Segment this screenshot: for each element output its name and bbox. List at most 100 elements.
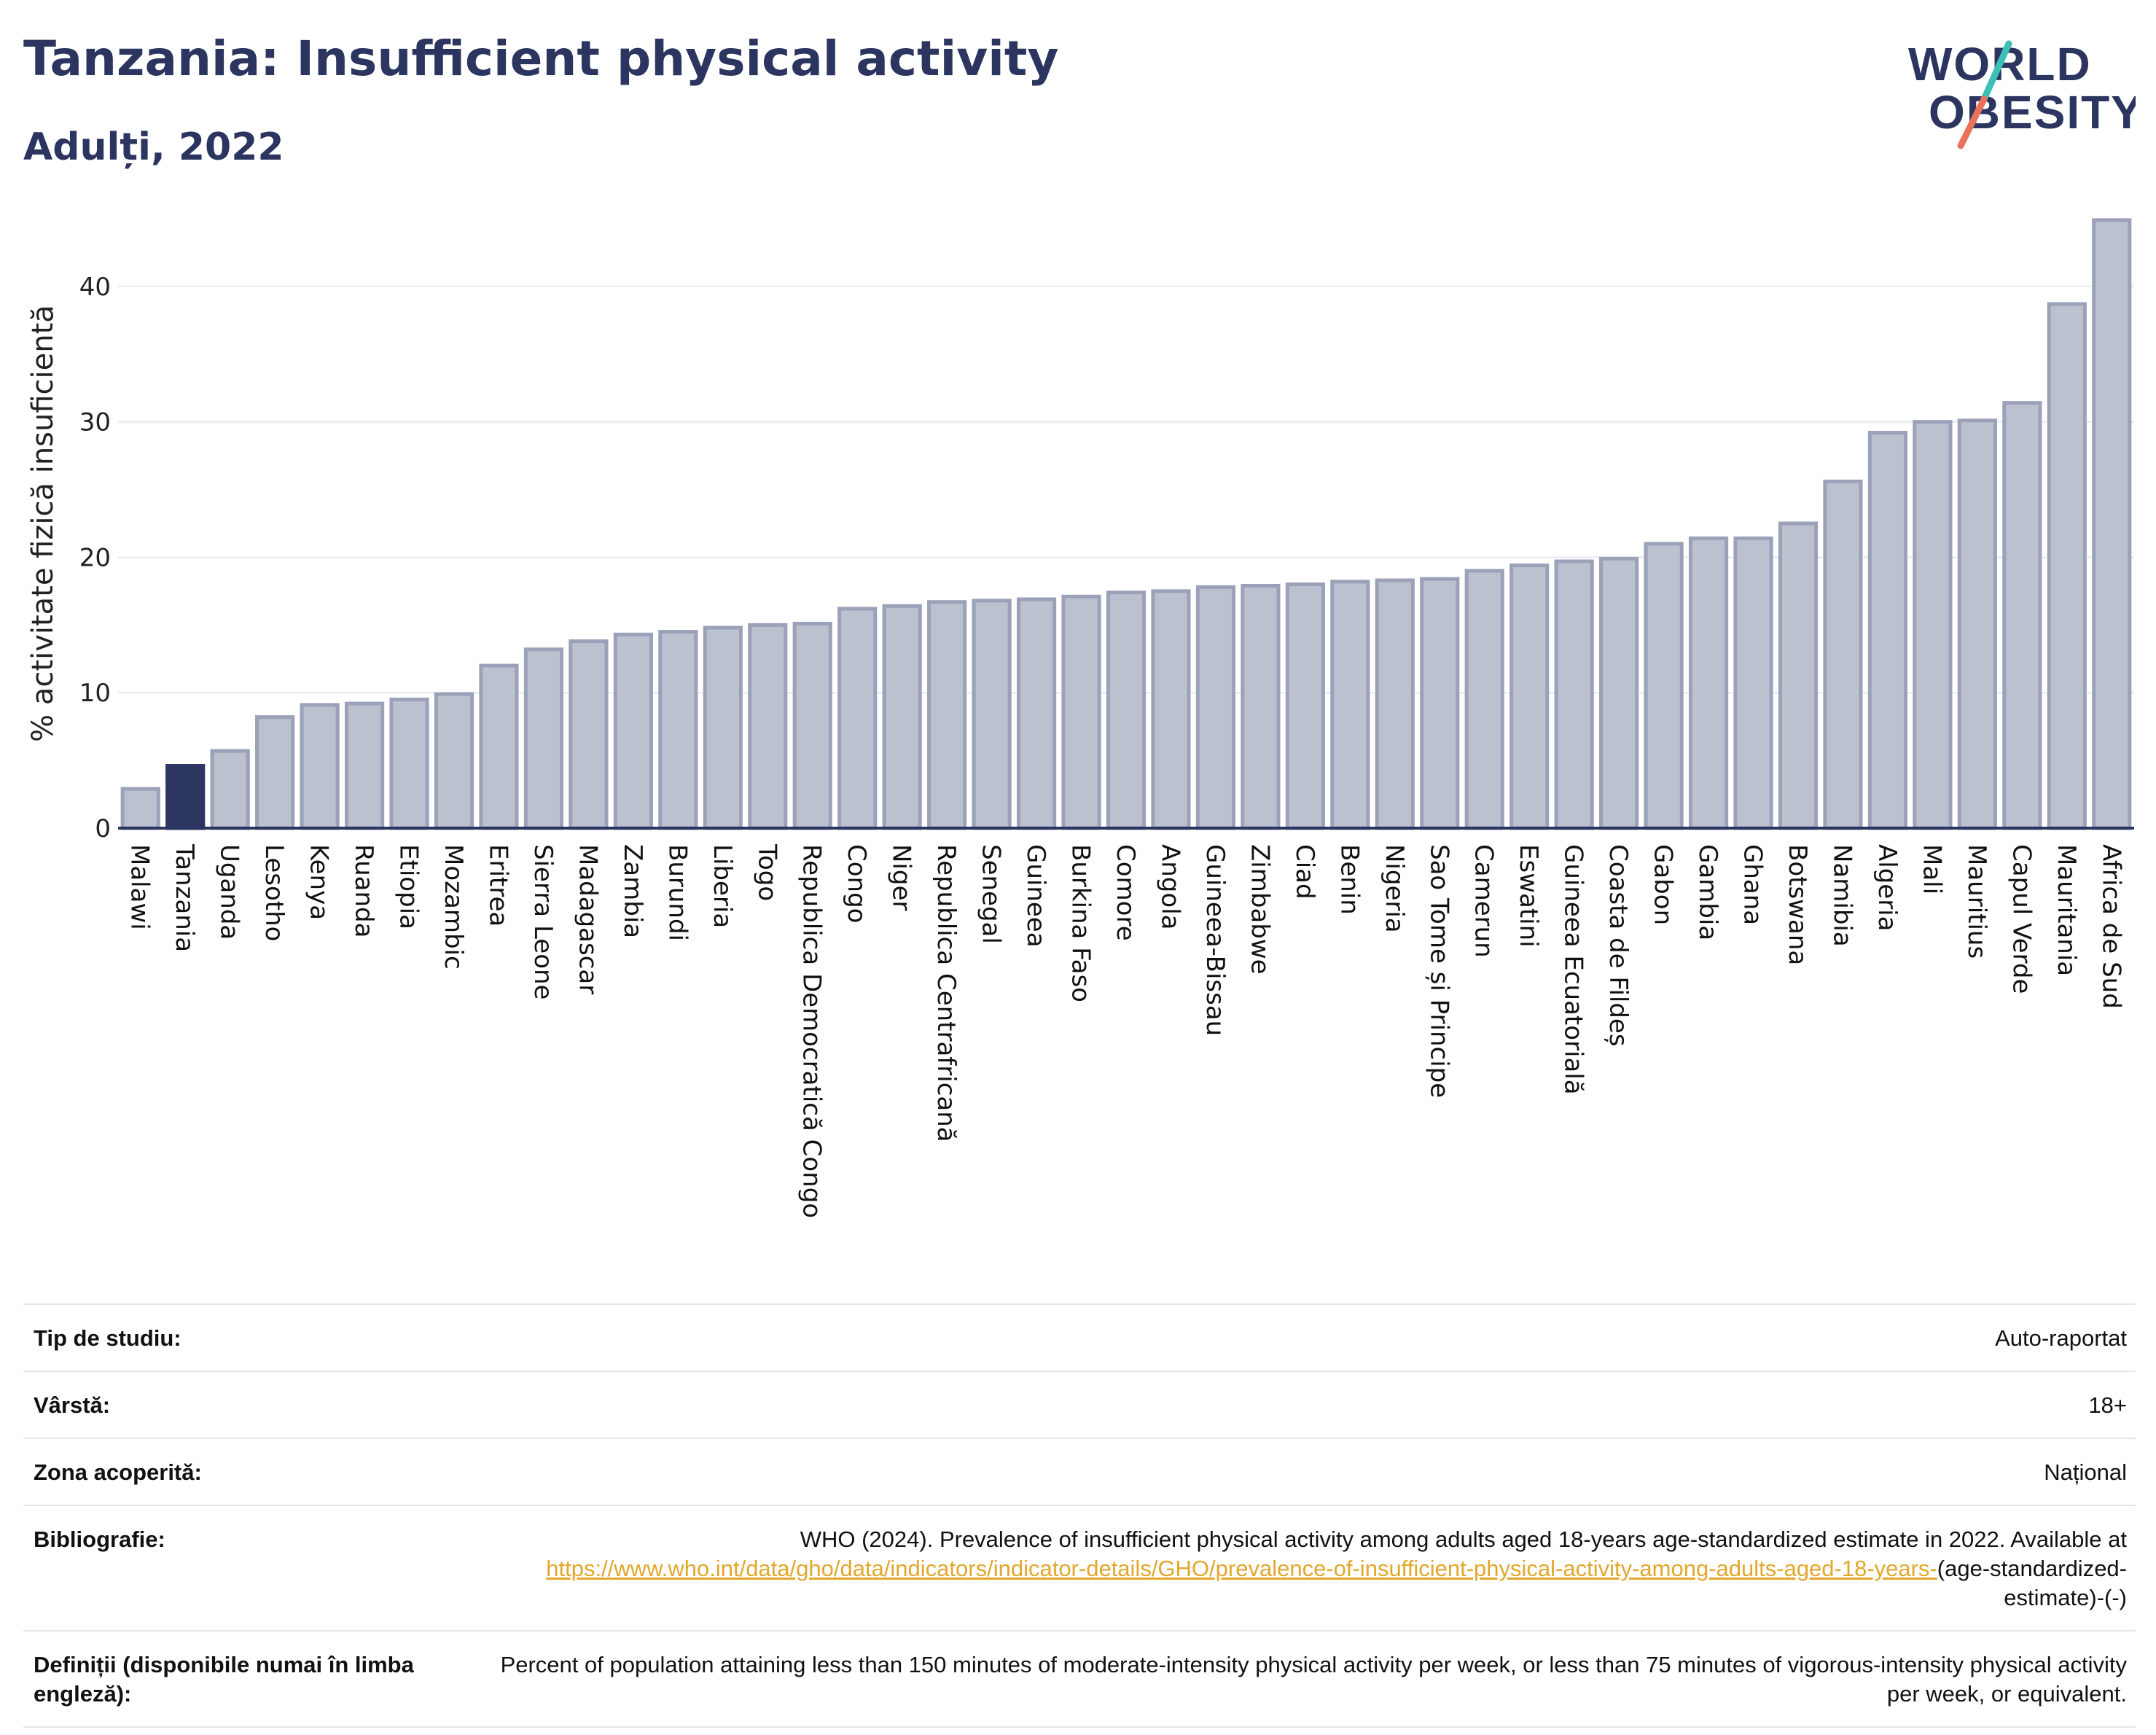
x-tick-label: Capul Verde: [2007, 844, 2036, 994]
metadata-table: Tip de studiu: Auto-raportat Vârstă: 18+…: [23, 1303, 2136, 1728]
bar-togo: [748, 623, 788, 830]
coverage-value: Național: [480, 1438, 2136, 1505]
bar-benin: [1330, 580, 1370, 830]
bar-malawi: [120, 787, 160, 830]
x-tick-label: Benin: [1335, 844, 1364, 915]
bibliography-value: WHO (2024). Prevalence of insufficient p…: [480, 1505, 2136, 1631]
meta-row: Definiții (disponibile numai în limba en…: [23, 1630, 2136, 1728]
x-tick-label: Tanzania: [170, 843, 199, 952]
x-tick-label: Ghana: [1738, 844, 1768, 925]
meta-row: Bibliografie: WHO (2024). Prevalence of …: [23, 1505, 2136, 1631]
x-tick-label: Coasta de Fildeș: [1604, 844, 1633, 1047]
x-tick-label: Senegal: [977, 844, 1006, 944]
bar-burkina-faso: [1061, 594, 1101, 830]
x-tick-label: Mali: [1917, 844, 1946, 894]
x-tick-label: Angola: [1155, 844, 1184, 929]
bar-congo: [837, 607, 878, 830]
x-tick-label: Madagascar: [573, 844, 602, 994]
x-tick-label: Lesotho: [259, 844, 289, 941]
x-tick-label: Sao Tome și Principe: [1424, 844, 1453, 1098]
y-tick-label: 20: [79, 543, 111, 572]
bar-liberia: [703, 625, 743, 830]
x-tick-label: Zambia: [618, 844, 647, 938]
x-tick-label: Guineea: [1021, 844, 1050, 948]
x-tick-label: Ruanda: [349, 844, 378, 937]
y-tick-label: 40: [79, 273, 111, 302]
bar-republica-democratic-congo: [792, 621, 832, 830]
x-tick-label: Republica Democratică Congo: [797, 844, 827, 1218]
bar-botswana: [1778, 521, 1819, 830]
bar-capul-verde: [2002, 401, 2042, 830]
bar-africa-de-sud: [2092, 218, 2132, 830]
x-tick-label: Burkina Faso: [1066, 844, 1095, 1002]
x-tick-label: Gambia: [1693, 844, 1722, 940]
bar-mozambic: [434, 692, 474, 830]
x-tick-label: Burundi: [663, 844, 692, 941]
bar-coasta-de-filde-: [1599, 556, 1639, 830]
bar-eritrea: [479, 663, 519, 830]
page-title: Tanzania: Insufficient physical activity: [23, 31, 1059, 87]
bar-kenya: [300, 703, 340, 830]
bar-gabon: [1644, 542, 1684, 830]
bar-zimbabwe: [1241, 583, 1281, 830]
x-tick-label: Zimbabwe: [1245, 844, 1274, 975]
bibliography-text: WHO (2024). Prevalence of insufficient p…: [800, 1527, 2127, 1552]
bar-mauritius: [1957, 418, 1997, 830]
x-tick-label: Etiopia: [394, 844, 423, 929]
logo-slash-coral: [1957, 95, 1988, 149]
x-tick-label: Sierra Leone: [528, 844, 558, 999]
x-tick-label: Guineea-Bissau: [1200, 844, 1230, 1036]
bar-algeria: [1867, 431, 1908, 830]
x-tick-label: Malawi: [125, 844, 155, 930]
x-tick-label: Botswana: [1783, 844, 1812, 965]
bar-mauritania: [2047, 302, 2087, 830]
x-tick-label: Gabon: [1649, 844, 1678, 925]
y-tick-label: 10: [79, 679, 111, 708]
definitions-value: Percent of population attaining less tha…: [480, 1630, 2136, 1728]
bar-camerun: [1464, 569, 1504, 830]
bar-nigeria: [1375, 578, 1415, 830]
page-subtitle: Adulți, 2022: [23, 125, 284, 169]
bar-uganda: [210, 749, 250, 830]
x-tick-label: Eswatini: [1514, 844, 1543, 948]
bar-lesotho: [255, 715, 295, 830]
x-tick-label: Mauritius: [1962, 844, 1991, 959]
x-tick-label: Mozambic: [439, 844, 468, 970]
bar-eswatini: [1509, 564, 1550, 830]
bar-sao-tome-i-principe: [1420, 577, 1460, 830]
x-tick-label: Mauritania: [2052, 844, 2081, 976]
bar-burundi: [658, 630, 698, 830]
y-tick-label: 0: [95, 814, 111, 843]
bar-ghana: [1733, 536, 1773, 830]
x-tick-label: Guineea Ecuatorială: [1559, 844, 1588, 1095]
bar-senegal: [972, 599, 1012, 830]
coverage-label: Zona acoperită:: [23, 1438, 480, 1505]
bar-guineea-ecuatorial-: [1554, 559, 1594, 830]
x-tick-label: Togo: [752, 843, 781, 901]
age-value: 18+: [480, 1371, 2136, 1438]
x-tick-label: Kenya: [305, 844, 334, 920]
meta-row: Zona acoperită: Național: [23, 1438, 2136, 1505]
y-tick-label: 30: [79, 408, 111, 437]
x-tick-label: Algeria: [1872, 844, 1902, 931]
x-tick-label: Liberia: [708, 844, 737, 928]
bibliography-link[interactable]: https://www.who.int/data/gho/data/indica…: [546, 1556, 1937, 1581]
x-tick-label: Congo: [842, 844, 871, 923]
x-tick-label: Republica Centrafricană: [931, 844, 961, 1142]
bibliography-label: Bibliografie:: [23, 1505, 480, 1631]
logo-slash-teal: [1980, 40, 2012, 103]
bar-chart: 0 10 20 30 40 % activitate fizică insuficient…: [26, 218, 2134, 1218]
x-tick-label: Africa de Sud: [2096, 844, 2125, 1009]
x-tick-label: Camerun: [1469, 844, 1499, 958]
bar-ruanda: [344, 701, 385, 830]
bar-sierra-leone: [523, 647, 564, 830]
bar-etiopia: [389, 698, 429, 830]
world-obesity-logo: WORLD OBESITY: [1908, 38, 2136, 149]
x-tick-label: Comore: [1111, 844, 1140, 941]
x-tick-label: Niger: [887, 844, 916, 911]
x-tick-label: Nigeria: [1380, 844, 1409, 933]
bibliography-suffix: (age-standardized-estimate)-(-): [1937, 1556, 2127, 1610]
y-axis-label: % activitate fizică insuficientă: [26, 305, 60, 742]
bar-tanzania: [165, 764, 206, 830]
age-label: Vârstă:: [23, 1371, 480, 1438]
